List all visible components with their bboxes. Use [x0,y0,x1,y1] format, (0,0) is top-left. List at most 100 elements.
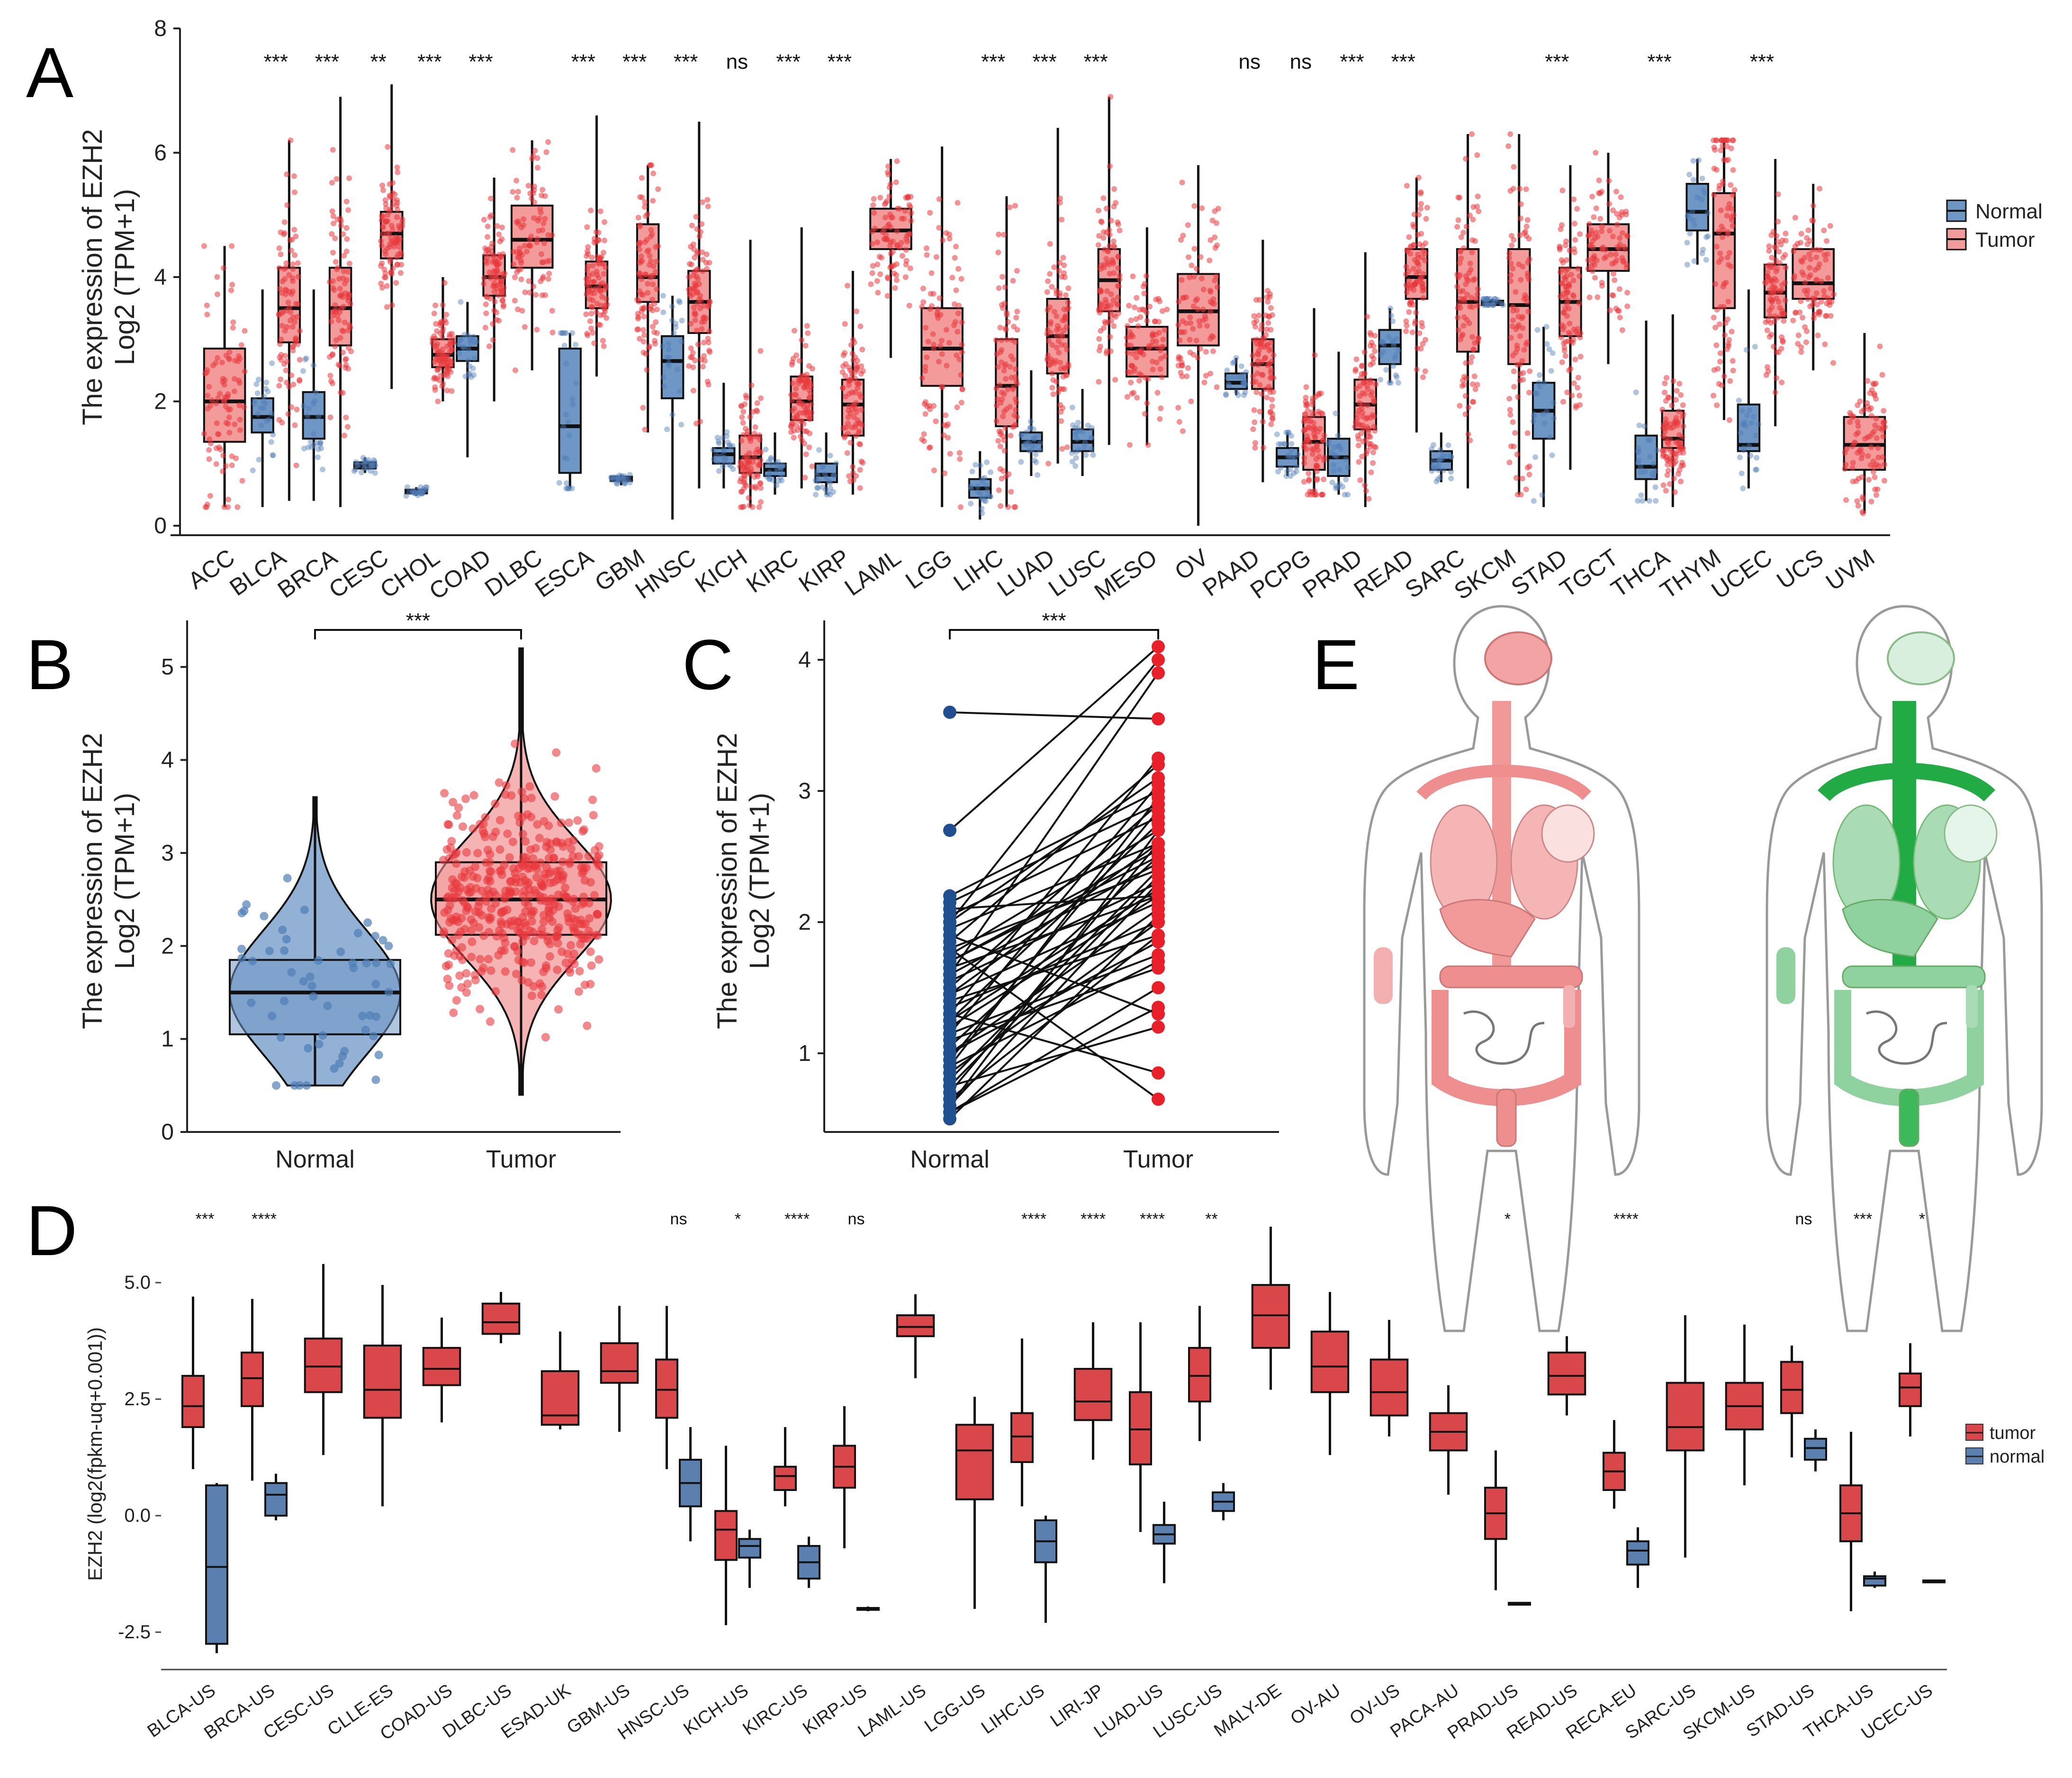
panel-a-normal-LUSC-point [1089,425,1095,431]
panel-b-tumor-point [531,844,540,853]
panel-a-tumor-PCPG-point [1306,476,1312,483]
panel-a-tumor-READ-point [1423,337,1429,343]
panel-a-tumor-KIRC-point [806,387,812,393]
panel-a-tumor-ACC-point [226,349,233,355]
panel-a-tumor-OV-point [1203,373,1209,379]
panel-a-tumor-LUSC-point [1097,343,1103,350]
panel-a-normal-KIRP-point [825,490,831,496]
panel-a-tumor-BLCA-point [295,260,301,266]
panel-a-tumor-BLCA-point [277,354,283,360]
panel-a-normal-UCEC-point [1737,454,1743,460]
panel-a-tumor-LIHC-point [1000,413,1006,420]
panel-a-tumor-ACC-point [214,420,220,426]
panel-a-tumor-TGCT-point [1599,223,1605,229]
panel-a-tumor-GBM-point [647,162,653,168]
panel-a-tumor-READ-point [1410,266,1416,272]
panel-a-normal-PRAD-point [1343,476,1349,483]
panel-a-tumor-ESCA-point [589,254,595,260]
panel-a-tumor-COAD-point [498,278,504,285]
panel-a-tumor-MESO-point [1154,390,1161,396]
panel-a-tumor-TGCT-point [1624,303,1631,309]
panel-a-tumor-LUAD-point [1045,307,1051,313]
panel-a-normal-THCA-point [1640,498,1646,504]
panel-c-normal-point [943,988,956,1001]
panel-a-tumor-COAD-point [487,275,494,281]
panel-a-tumor-THCA-point [1673,397,1679,403]
panel-a-tumor-HNSC-point [687,293,694,299]
panel-a-normal-THYM-point [1700,187,1706,193]
panel-a-tumor-KIRC-point [809,463,815,469]
panel-a-tumor-KICH-point [757,499,764,505]
panel-a-tumor-COAD-point [481,275,487,281]
panel-a-tumor-OV-point [1207,370,1214,377]
panel-a-tumor-ACC-point [216,444,222,450]
panel-a-normal-PAAD-point [1224,367,1230,373]
panel-a-tumor-ACC-point [217,391,223,397]
panel-a-tumor-COAD-point [493,317,499,323]
panel-a-tumor-READ-point [1420,374,1426,380]
panel-a-tumor-LGG-point [946,340,952,346]
panel-a-tumor-LAML-point [884,293,891,299]
panel-a-tumor-MESO-point [1132,305,1138,311]
panel-a-tumor-LIHC-point [1001,368,1007,374]
panel-a-tumor-LUAD-point [1065,285,1072,291]
panel-a-tumor-BRCA-point [330,213,336,219]
panel-a-tumor-HNSC-point [687,354,694,360]
panel-a-tumor-LUSC-point [1105,260,1111,266]
panel-b-tumor-point [525,891,534,900]
panel-a-tumor-UVM-point [1865,434,1871,440]
panel-a-tumor-STAD-point [1562,353,1568,359]
panel-a-tumor-MESO-point [1132,365,1138,371]
panel-a-tumor-LIHC-point [1002,325,1009,332]
panel-a-tumor-PAAD-point [1253,297,1259,303]
panel-a-tumor-ACC-point [202,504,208,510]
panel-c-pair-line [949,810,1159,1060]
panel-a-tumor-LUAD-point [1054,344,1060,350]
panel-a-normal-BLCA-point [254,390,261,396]
panel-b-tumor-point [567,844,576,853]
panel-a-normal-BRCA-point [318,445,324,451]
panel-a-normal-KIRP-point [827,452,833,458]
panel-a-tumor-CESC-point [379,285,385,291]
panel-c-normal-point [943,824,956,837]
panel-a-normal-PAAD-point [1242,381,1248,387]
panel-a-normal-KIRC-point [766,476,772,482]
panel-a-tumor-BRCA-point [333,176,340,182]
panel-a-normal-STAD-point [1543,324,1549,330]
panel-b-tumor-point [553,965,562,974]
panel-a-tumor-BRCA-point [327,414,333,421]
panel-b-tumor-point [473,849,482,858]
panel-a-normal-PCPG-point [1291,470,1297,476]
panel-a-normal-CESC-point [359,469,365,476]
panel-a-tumor-THCA-point [1678,463,1685,469]
panel-a-normal-KIRC-point [774,465,780,471]
panel-a-tumor-GBM-point [637,336,643,342]
panel-a-tumor-LUAD-point [1045,460,1052,467]
panel-a-tumor-CHOL-point [431,376,437,382]
panel-a-tumor-LGG-point [927,306,933,312]
panel-a-normal-UCEC-point [1738,430,1744,436]
panel-a-tumor-READ-point [1424,205,1430,211]
panel-a-tumor-ACC-point [242,368,248,375]
panel-a-normal-KIRC-point [768,456,774,462]
panel-a-tumor-SARC-point [1459,332,1466,338]
panel-a-tumor-PAAD-point [1269,403,1275,409]
panel-a-normal-COAD-point [461,344,467,350]
panel-a-tumor-THYM-point [1720,143,1726,149]
panel-a-normal-LUSC-point [1069,404,1075,411]
panel-a-tumor-HNSC-point [696,281,702,287]
panel-a-tumor-LAML-point [871,196,877,202]
panel-a-tumor-UVM-point [1873,415,1879,422]
panel-a-tumor-SKCM-point [1513,289,1519,295]
panel-a-normal-LIHC-point [982,475,988,481]
panel-a-normal-SARC-point [1448,469,1454,475]
panel-a-tumor-KICH-point [746,458,752,464]
panel-a-tumor-KIRP-point [850,464,856,470]
panel-a-tumor-LUAD-point [1057,359,1063,366]
panel-a-tumor-MESO-point [1138,347,1144,353]
panel-a-normal-PAAD-point [1233,355,1239,361]
panel-a-normal-CHOL-point [406,489,412,495]
panel-a-tumor-ACC-point [219,359,225,366]
panel-a-normal-BLCA-point [261,405,267,412]
panel-a-tumor-PRAD-point [1372,428,1378,434]
